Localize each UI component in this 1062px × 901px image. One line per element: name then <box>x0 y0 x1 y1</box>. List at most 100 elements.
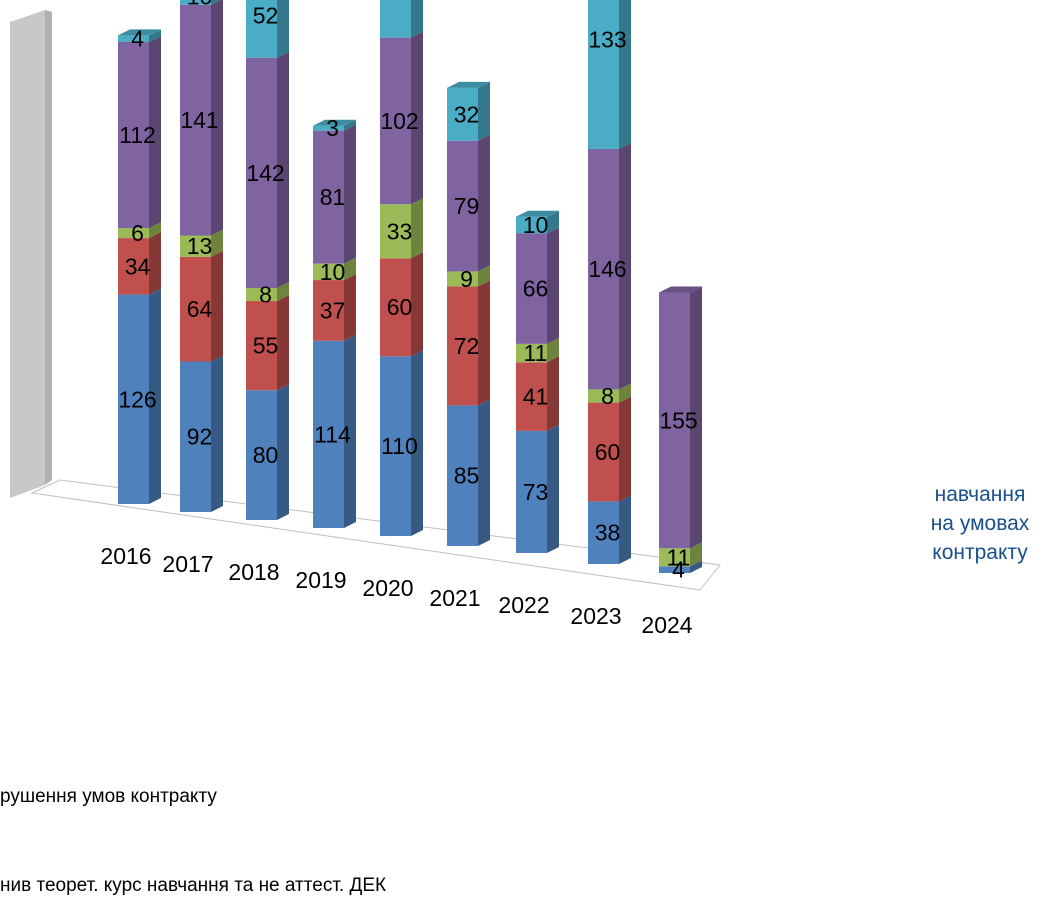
bar-side-2017-series-3 <box>211 229 223 257</box>
data-label-2023-series-1: 38 <box>595 520 621 546</box>
bar-side-2018-series-5 <box>277 0 289 58</box>
side-label-line-3: контракту <box>932 541 1028 564</box>
bar-side-2022-series-1 <box>547 424 559 553</box>
bar-2022-series-1 <box>516 430 547 553</box>
bar-2018-series-1 <box>246 390 277 520</box>
bar-2018-series-5 <box>246 0 277 58</box>
bars-group <box>118 0 702 573</box>
data-label-2022-series-1: 73 <box>523 479 549 505</box>
bar-side-2024-series-1 <box>690 560 702 573</box>
bar-side-2016-series-1 <box>149 288 161 504</box>
bar-side-2023-series-5 <box>619 0 631 149</box>
bar-side-2018-series-2 <box>277 295 289 391</box>
x-tick-label-2017: 2017 <box>162 551 213 577</box>
bar-2020-series-2 <box>380 258 411 357</box>
data-label-2020-series-3: 33 <box>387 218 413 244</box>
bar-2016-series-2 <box>118 238 149 295</box>
data-label-2023-series-4: 146 <box>588 256 626 282</box>
bar-2017-series-5 <box>180 0 211 5</box>
bar-side-2023-series-3 <box>619 383 631 403</box>
bar-side-2022-series-5 <box>547 210 559 234</box>
bar-side-2019-series-5 <box>344 119 356 131</box>
data-label-2021-series-3: 9 <box>460 266 473 292</box>
data-label-2018-series-5: 52 <box>253 3 279 29</box>
data-label-2019-series-4: 81 <box>320 184 346 210</box>
bar-side-2017-series-5 <box>211 0 221 5</box>
bar-2019-series-4 <box>313 130 344 264</box>
bar-side-2017-series-4 <box>211 0 223 236</box>
bar-side-2022-series-2 <box>547 356 559 431</box>
legend-entry-partial-1: рушення умов контракту <box>0 786 217 807</box>
bar-2021-series-1 <box>447 405 478 546</box>
bar-side-2019-series-2 <box>344 274 356 341</box>
bar-top-2019 <box>313 119 356 126</box>
bar-2022-series-2 <box>516 362 547 431</box>
x-tick-label-2022: 2022 <box>498 592 549 618</box>
x-tick-label-2024: 2024 <box>641 612 692 638</box>
data-label-2022-series-3: 11 <box>524 340 548 366</box>
bar-2019-series-2 <box>313 280 344 341</box>
bar-2022-series-5 <box>516 216 547 234</box>
bar-side-2023-series-4 <box>619 142 631 390</box>
data-label-2018-series-3: 8 <box>259 282 272 308</box>
data-label-2022-series-5: 10 <box>523 212 549 238</box>
data-label-2016-series-3: 6 <box>131 220 144 246</box>
bar-side-2021-series-2 <box>478 280 490 406</box>
bar-side-2018-series-3 <box>277 282 289 302</box>
side-label-line-1: навчання <box>934 483 1026 506</box>
bar-side-2020-series-5 <box>411 0 423 38</box>
data-label-2016-series-2: 34 <box>125 253 151 279</box>
bar-2022-series-3 <box>516 343 547 363</box>
bar-side-2020-series-3 <box>411 198 423 259</box>
chart-back-wall <box>10 10 52 498</box>
bar-2020-series-1 <box>380 356 411 536</box>
data-label-2022-series-2: 41 <box>523 384 549 410</box>
bar-side-2021-series-1 <box>478 399 490 546</box>
data-label-2022-series-4: 66 <box>523 276 549 302</box>
bar-side-2016-series-5 <box>149 29 161 42</box>
bar-2018-series-3 <box>246 288 277 302</box>
bar-2018-series-2 <box>246 301 277 391</box>
bar-2024-series-4 <box>659 292 690 549</box>
data-label-2023-series-5: 133 <box>588 26 626 52</box>
bar-side-2017-series-2 <box>211 250 223 362</box>
bar-side-2017-series-1 <box>211 355 223 512</box>
bar-side-2020-series-2 <box>411 252 423 357</box>
data-label-2019-series-5: 3 <box>326 115 339 141</box>
x-tick-label-2023: 2023 <box>570 603 621 629</box>
bar-2024-series-1 <box>659 566 690 573</box>
back-wall-panel <box>10 10 45 498</box>
bar-2019-series-3 <box>313 263 344 281</box>
bar-2023-series-2 <box>588 402 619 502</box>
data-label-2021-series-4: 79 <box>454 193 480 219</box>
bar-2023-series-5 <box>588 0 619 149</box>
data-label-2024-series-4: 155 <box>659 407 697 433</box>
back-wall-edge <box>45 10 52 485</box>
data-label-2017-series-5: 10 <box>187 0 213 10</box>
side-label: навчання на умовах контракту <box>905 480 1055 567</box>
bar-2020-series-3 <box>380 204 411 259</box>
data-label-2020-series-4: 102 <box>380 108 418 134</box>
bar-2023-series-3 <box>588 389 619 403</box>
bar-2016-series-3 <box>118 228 149 239</box>
data-label-2021-series-1: 85 <box>454 463 480 489</box>
data-label-2024-series-3: 11 <box>667 544 691 570</box>
bar-side-2021-series-3 <box>478 265 490 287</box>
bar-side-2021-series-5 <box>478 81 490 141</box>
x-tick-label-2021: 2021 <box>429 585 480 611</box>
data-label-2019-series-1: 114 <box>314 421 351 447</box>
bar-2024-series-3 <box>659 548 690 567</box>
bar-top-2021 <box>447 81 490 88</box>
x-tick-label-2016: 2016 <box>100 543 151 569</box>
data-label-2023-series-2: 60 <box>595 439 621 465</box>
bar-2016-series-1 <box>118 294 149 504</box>
data-label-2019-series-3: 10 <box>320 259 346 285</box>
bar-side-2023-series-2 <box>619 396 631 502</box>
data-label-2021-series-5: 32 <box>454 101 480 127</box>
bar-side-2021-series-4 <box>478 134 490 272</box>
data-label-2016-series-1: 126 <box>118 386 156 412</box>
bar-top-2024 <box>659 286 702 293</box>
bar-side-2018-series-1 <box>277 384 289 520</box>
bar-side-2022-series-3 <box>547 337 559 363</box>
